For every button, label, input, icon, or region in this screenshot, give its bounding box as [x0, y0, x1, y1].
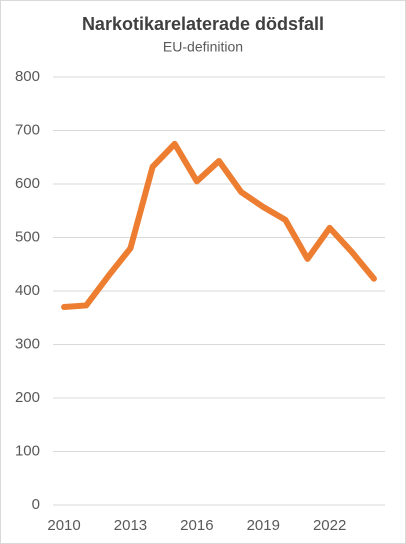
- y-tick-label: 100: [15, 442, 40, 459]
- x-tick-label: 2010: [47, 517, 80, 534]
- x-tick-label: 2016: [180, 517, 213, 534]
- y-tick-label: 200: [15, 389, 40, 406]
- chart-title: Narkotikarelaterade dödsfall: [82, 14, 324, 34]
- y-tick-label: 300: [15, 335, 40, 352]
- chart-subtitle: EU-definition: [163, 39, 243, 55]
- y-tick-label: 500: [15, 228, 40, 245]
- x-tick-label: 2022: [313, 517, 346, 534]
- y-tick-label: 400: [15, 282, 40, 299]
- y-tick-label: 800: [15, 68, 40, 85]
- y-tick-label: 600: [15, 175, 40, 192]
- x-tick-label: 2013: [114, 517, 147, 534]
- y-tick-label: 0: [32, 496, 40, 513]
- x-tick-label: 2019: [247, 517, 280, 534]
- y-tick-label: 700: [15, 121, 40, 138]
- data-line: [61, 140, 377, 311]
